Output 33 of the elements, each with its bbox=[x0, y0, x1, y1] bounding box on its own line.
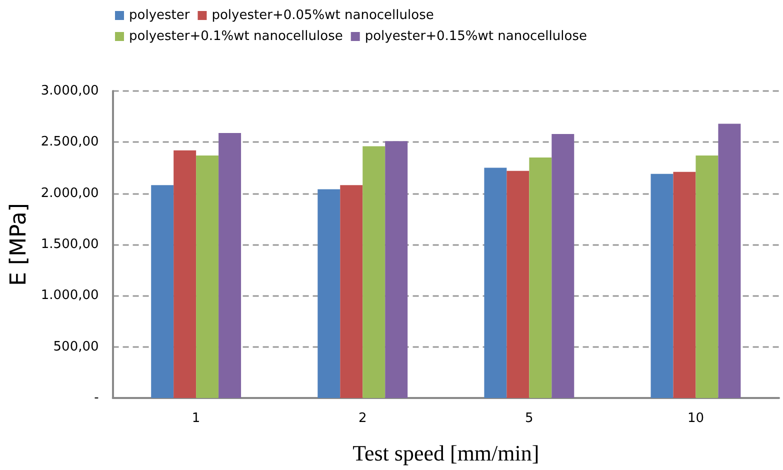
bar bbox=[385, 141, 408, 398]
bar bbox=[340, 185, 363, 398]
legend-label: polyester bbox=[129, 8, 190, 23]
y-tick-label: 3.000,00 bbox=[40, 84, 99, 98]
bar bbox=[151, 185, 174, 398]
legend-label: polyester+0.05%wt nanocellulose bbox=[212, 8, 434, 23]
y-axis-title: E [MPa] bbox=[6, 203, 32, 286]
x-tick-label: 1 bbox=[192, 411, 200, 426]
y-tick-label: 2.500,00 bbox=[40, 134, 99, 150]
x-tick-label: 5 bbox=[525, 411, 534, 426]
bar bbox=[673, 172, 696, 398]
y-tick-label: 500,00 bbox=[53, 339, 99, 354]
x-axis-title: Test speed [mm/min] bbox=[352, 440, 540, 466]
bar bbox=[552, 134, 574, 398]
bar bbox=[196, 155, 219, 398]
legend-label: polyester+0.15%wt nanocellulose bbox=[364, 29, 587, 44]
bar bbox=[318, 189, 340, 398]
bar bbox=[218, 132, 242, 398]
x-tick-label: 10 bbox=[687, 411, 704, 426]
bar bbox=[174, 150, 196, 398]
bar bbox=[650, 174, 674, 398]
bar bbox=[484, 168, 507, 398]
legend-label: polyester+0.1%wt nanocellulose bbox=[129, 29, 343, 44]
bar bbox=[696, 155, 718, 398]
y-tick-label: - bbox=[94, 390, 100, 406]
y-tick-label: 1.000,00 bbox=[40, 288, 99, 304]
bar bbox=[718, 124, 741, 398]
y-tick-label: 2.000,00 bbox=[40, 186, 99, 201]
y-tick-label: 1.500,00 bbox=[40, 237, 99, 252]
bar bbox=[529, 158, 552, 398]
x-tick-label: 2 bbox=[358, 411, 367, 426]
bar bbox=[362, 146, 386, 398]
bar bbox=[506, 170, 530, 398]
